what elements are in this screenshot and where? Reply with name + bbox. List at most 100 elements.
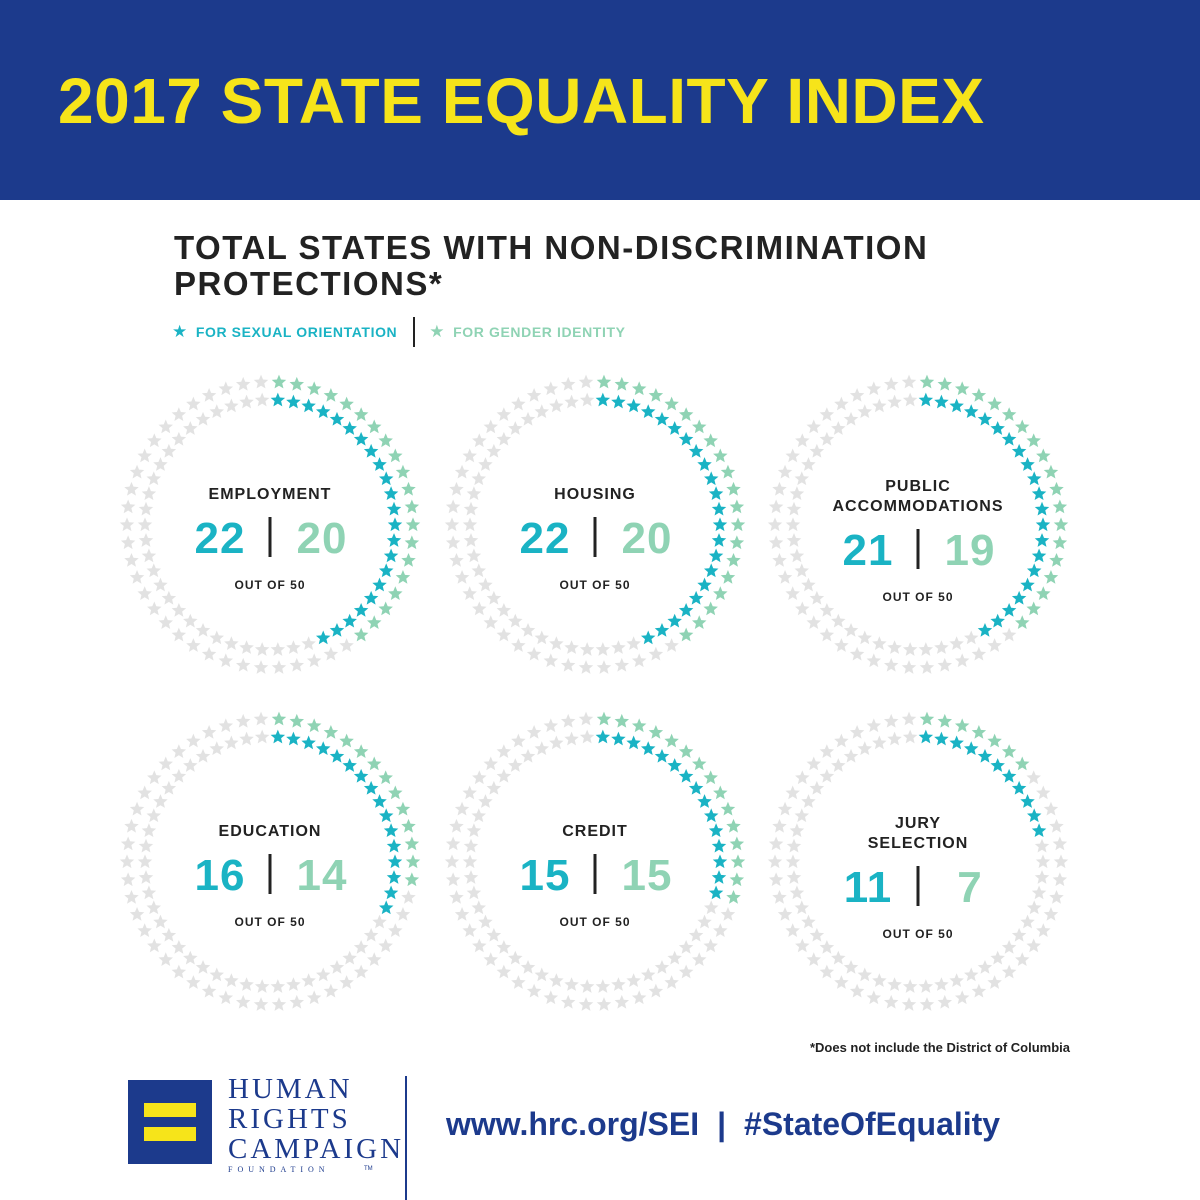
empty-star <box>883 376 899 391</box>
empty-star <box>153 577 168 592</box>
chart-panel: CREDIT 15 15 OUT OF 50 <box>444 711 746 1011</box>
empty-star <box>1001 627 1017 642</box>
orientation-star <box>353 431 369 446</box>
empty-star <box>183 950 198 965</box>
orientation-star <box>949 735 964 750</box>
chart-panel: HOUSING 22 20 OUT OF 50 <box>444 374 746 674</box>
empty-star <box>146 900 162 915</box>
empty-star <box>254 729 270 744</box>
orientation-star <box>703 563 719 578</box>
identity-star <box>730 854 746 869</box>
empty-star <box>466 885 482 900</box>
empty-star <box>353 939 369 954</box>
orientation-star <box>286 394 301 409</box>
empty-star <box>785 586 800 601</box>
empty-star <box>508 421 523 435</box>
identity-star <box>271 374 287 389</box>
empty-star <box>786 870 802 884</box>
empty-star <box>789 823 805 838</box>
empty-star <box>511 733 526 748</box>
empty-star <box>270 979 286 993</box>
identity-star <box>720 570 736 584</box>
empty-star <box>534 741 550 756</box>
chart-panel: EMPLOYMENT 22 20 OUT OF 50 <box>119 374 421 674</box>
orientation-star <box>918 392 934 407</box>
org-name-line1: HUMAN <box>228 1073 353 1105</box>
empty-star <box>819 964 835 979</box>
orientation-star <box>387 854 403 869</box>
empty-star <box>806 615 821 630</box>
empty-star <box>767 517 783 532</box>
orientation-star <box>708 885 724 900</box>
logo-bar-bottom <box>144 1127 196 1141</box>
empty-star <box>138 501 154 516</box>
identity-star <box>306 718 322 733</box>
empty-star <box>496 407 512 421</box>
empty-star <box>857 630 873 645</box>
identity-star <box>1053 517 1069 532</box>
empty-star <box>462 517 478 532</box>
orientation-star <box>640 630 656 645</box>
orientation-star <box>329 622 345 637</box>
empty-star <box>901 660 917 674</box>
empty-star <box>872 735 887 750</box>
empty-star <box>1015 952 1030 967</box>
empty-star <box>472 938 487 953</box>
orientation-star <box>611 731 626 746</box>
total-label: OUT OF 50 <box>882 590 953 604</box>
hashtag-link[interactable]: #StateOfEquality <box>744 1106 1001 1142</box>
empty-star <box>137 785 152 800</box>
orientation-star <box>654 748 670 763</box>
empty-star <box>158 419 173 434</box>
empty-star <box>137 448 152 463</box>
empty-star <box>801 914 816 929</box>
empty-star <box>831 421 846 435</box>
chart-heading: TOTAL STATES WITH NON-DISCRIMINATION PRO… <box>174 230 1074 302</box>
empty-star <box>186 975 201 989</box>
orientation-star <box>286 731 301 746</box>
identity-star <box>289 713 305 728</box>
identity-star <box>404 499 420 514</box>
empty-star <box>768 872 784 887</box>
empty-star <box>664 638 679 652</box>
empty-star <box>954 990 970 1005</box>
empty-star <box>508 758 523 772</box>
empty-star <box>971 646 987 661</box>
orientation-star <box>977 748 993 763</box>
identity-value: 7 <box>957 863 982 912</box>
org-name-line2: RIGHTS <box>228 1103 351 1135</box>
orientation-star <box>654 411 670 426</box>
empty-star <box>772 889 787 904</box>
empty-star <box>478 457 493 471</box>
empty-star <box>201 983 217 998</box>
identity-star <box>388 785 403 800</box>
empty-star <box>462 854 478 869</box>
empty-star <box>153 794 168 808</box>
empty-star <box>887 640 902 654</box>
empty-star <box>977 959 993 974</box>
empty-star <box>235 657 251 672</box>
empty-star <box>564 640 579 654</box>
empty-star <box>195 411 211 426</box>
empty-star <box>1053 854 1069 869</box>
footnote: *Does not include the District of Columb… <box>809 1040 1070 1055</box>
identity-star <box>1036 448 1051 463</box>
chart-panel: PUBLIC ACCOMMODATIONS 21 19 OUT OF 50 <box>767 374 1069 674</box>
empty-star <box>866 718 882 733</box>
empty-star <box>323 983 339 998</box>
identity-star <box>367 615 382 630</box>
empty-star <box>209 967 225 982</box>
empty-star <box>849 983 865 998</box>
category-label: HOUSING <box>554 486 636 503</box>
empty-star <box>124 552 139 567</box>
orientation-star <box>712 517 728 532</box>
website-link[interactable]: www.hrc.org/SEI <box>446 1106 700 1142</box>
empty-star <box>549 636 564 651</box>
empty-star <box>534 630 550 645</box>
identity-star <box>404 836 420 851</box>
orientation-star <box>1035 517 1051 532</box>
orientation-star <box>703 808 719 823</box>
orientation-star <box>342 758 357 772</box>
empty-star <box>526 983 542 998</box>
identity-star <box>353 627 369 642</box>
